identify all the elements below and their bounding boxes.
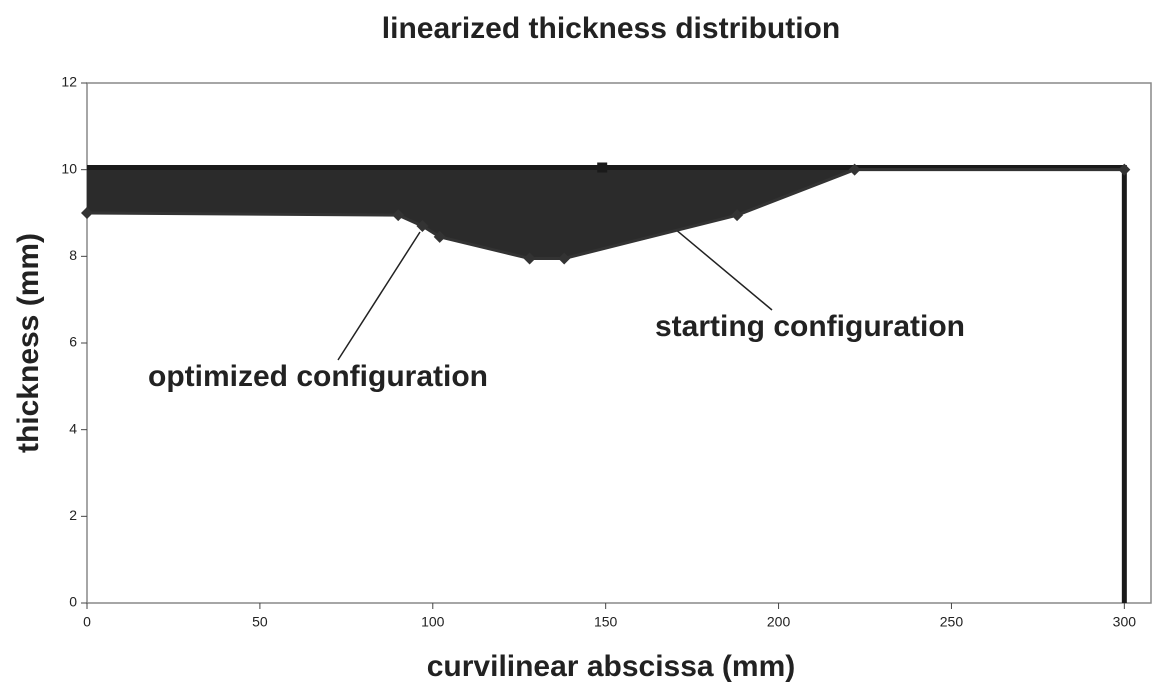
x-axis-label: curvilinear abscissa (mm) bbox=[427, 650, 796, 683]
y-tick-label: 10 bbox=[61, 160, 77, 176]
marker bbox=[558, 252, 571, 265]
marker bbox=[731, 209, 744, 222]
plot-area bbox=[86, 82, 1152, 604]
y-tick-label: 2 bbox=[69, 507, 77, 523]
y-tick-label: 0 bbox=[69, 594, 77, 610]
marker bbox=[433, 230, 446, 243]
marker bbox=[81, 207, 93, 219]
x-tick-label: 200 bbox=[767, 614, 791, 630]
marker bbox=[1118, 163, 1131, 176]
marker bbox=[416, 220, 429, 232]
marker bbox=[848, 163, 861, 176]
chart-title: linearized thickness distribution bbox=[382, 12, 840, 45]
x-tick-label: 250 bbox=[940, 614, 964, 630]
x-tick-label: 50 bbox=[252, 614, 268, 630]
marker bbox=[523, 252, 536, 265]
y-tick-label: 4 bbox=[69, 420, 77, 436]
marker bbox=[392, 209, 405, 222]
leader-line bbox=[337, 231, 421, 361]
annotation: starting configuration bbox=[655, 310, 965, 343]
y-axis-label: thickness (mm) bbox=[12, 233, 45, 453]
y-tick-label: 12 bbox=[61, 74, 77, 90]
x-tick-label: 150 bbox=[594, 614, 618, 630]
x-tick-label: 100 bbox=[421, 614, 445, 630]
thickness-reduction-area bbox=[87, 167, 1125, 259]
x-tick-label: 300 bbox=[1113, 614, 1137, 630]
series-line bbox=[87, 165, 1127, 603]
y-tick-label: 8 bbox=[69, 247, 77, 263]
annotation: optimized configuration bbox=[148, 360, 488, 393]
x-tick-label: 0 bbox=[83, 614, 91, 630]
y-tick-label: 6 bbox=[69, 334, 77, 350]
marker bbox=[597, 162, 608, 173]
